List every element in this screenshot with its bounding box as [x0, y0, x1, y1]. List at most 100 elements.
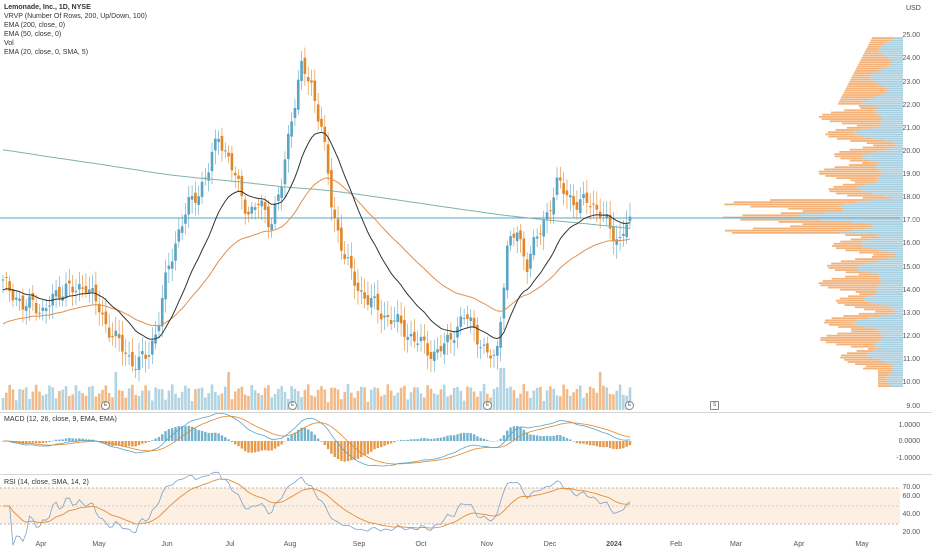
currency-label[interactable]: USD — [906, 5, 921, 12]
volume-profile-down — [724, 203, 845, 206]
candle-body — [267, 206, 270, 228]
volume-bar — [462, 400, 466, 410]
volume-bar — [545, 390, 549, 410]
volume-profile-up — [881, 172, 903, 175]
volume-bar — [432, 393, 436, 410]
volume-bar — [104, 385, 108, 410]
rsi-label[interactable]: RSI (14, close, SMA, 14, 2) — [4, 479, 89, 486]
volume-profile-down — [842, 183, 865, 186]
indicator-ema20[interactable]: EMA (20, close, 0, SMA, 5) — [4, 49, 89, 56]
volume-bar — [293, 388, 297, 410]
price-axis-label: 17.00 — [902, 217, 920, 224]
macd-histogram-bar — [565, 438, 569, 441]
volume-profile-up — [877, 177, 903, 180]
volume-profile-down — [848, 164, 877, 166]
volume-bar — [409, 392, 413, 410]
split-marker[interactable]: S — [710, 401, 719, 410]
volume-bar — [449, 394, 453, 410]
indicator-vol[interactable]: Vol — [4, 40, 14, 47]
volume-profile-down — [855, 258, 888, 261]
macd-histogram-bar — [15, 441, 18, 444]
candle-body — [157, 324, 161, 332]
earnings-marker[interactable]: E — [288, 401, 297, 410]
volume-bar — [532, 390, 536, 410]
volume-profile-up — [882, 118, 903, 120]
volume-profile-up — [875, 111, 903, 114]
macd-histogram-bar — [456, 434, 459, 441]
macd-histogram-bar — [78, 438, 81, 441]
volume-profile-down — [825, 341, 877, 344]
candle-body — [608, 214, 612, 229]
volume-bar — [525, 391, 529, 410]
indicator-ema50[interactable]: EMA (50, close, 0) — [4, 31, 62, 38]
volume-profile-up — [851, 229, 903, 232]
candle-body — [499, 321, 502, 348]
earnings-marker[interactable]: E — [483, 401, 492, 410]
volume-profile-down — [850, 328, 876, 331]
macd-histogram-bar — [257, 441, 260, 452]
volume-bar — [44, 394, 48, 410]
volume-profile-down — [828, 323, 855, 326]
volume-bar — [78, 390, 81, 410]
pane-separator[interactable] — [0, 412, 932, 413]
candle-body — [150, 340, 154, 355]
volume-profile-down — [820, 336, 883, 339]
time-axis-label: Sep — [352, 541, 366, 548]
macd-histogram-bar — [260, 441, 263, 451]
earnings-marker[interactable]: E — [625, 401, 634, 410]
candle-body — [326, 144, 330, 174]
volume-profile-up — [888, 306, 903, 309]
volume-bar — [227, 372, 230, 410]
volume-profile-up — [878, 70, 903, 72]
candle-body — [247, 211, 250, 215]
indicator-vrvp[interactable]: VRVP (Number Of Rows, 200, Up/Down, 100) — [4, 13, 147, 20]
candle-body — [502, 287, 506, 319]
volume-profile-up — [877, 291, 903, 293]
volume-profile-up — [862, 297, 903, 300]
macd-histogram-bar — [549, 436, 552, 441]
volume-profile-up — [889, 382, 903, 385]
volume-profile-up — [873, 343, 903, 346]
macd-histogram-bar — [31, 441, 35, 443]
candle-body — [87, 289, 91, 294]
candle-body — [413, 331, 416, 342]
macd-histogram-bar — [283, 441, 287, 442]
volume-bar — [174, 393, 177, 410]
volume-bar — [393, 395, 396, 410]
macd-label[interactable]: MACD (12, 26, close, 9, EMA, EMA) — [4, 416, 117, 423]
volume-profile-up — [881, 347, 903, 350]
macd-histogram-bar — [403, 440, 406, 441]
candle-body — [436, 349, 439, 353]
candle-body — [197, 196, 201, 205]
macd-histogram-bar — [506, 430, 509, 441]
volume-profile-down — [829, 120, 881, 123]
volume-profile-down — [844, 109, 875, 112]
candle-body — [64, 283, 68, 298]
time-axis-label: Aug — [283, 541, 297, 548]
candle-body — [622, 233, 625, 237]
volume-profile-down — [835, 299, 865, 302]
volume-profile-down — [835, 129, 861, 131]
volume-profile-down — [844, 304, 881, 306]
volume-bar — [68, 395, 71, 410]
earnings-marker[interactable]: E — [101, 401, 110, 410]
volume-bar — [280, 386, 283, 410]
candle-body — [446, 334, 449, 343]
volume-bar — [260, 395, 264, 410]
pane-separator[interactable] — [0, 474, 932, 475]
volume-profile-down — [878, 369, 894, 372]
macd-histogram-bar — [443, 436, 446, 441]
volume-bar — [618, 384, 622, 410]
candle-body — [396, 314, 400, 322]
candle-body — [568, 195, 572, 198]
volume-profile-down — [850, 345, 876, 348]
indicator-ema200[interactable]: EMA (200, close, 0) — [4, 22, 66, 29]
volume-profile-up — [840, 231, 903, 234]
candle-body — [24, 306, 28, 311]
volume-profile-down — [875, 310, 896, 313]
candle-body — [107, 327, 111, 338]
volume-profile-down — [838, 326, 864, 328]
macd-line — [2, 412, 631, 467]
volume-profile-up — [859, 242, 903, 245]
